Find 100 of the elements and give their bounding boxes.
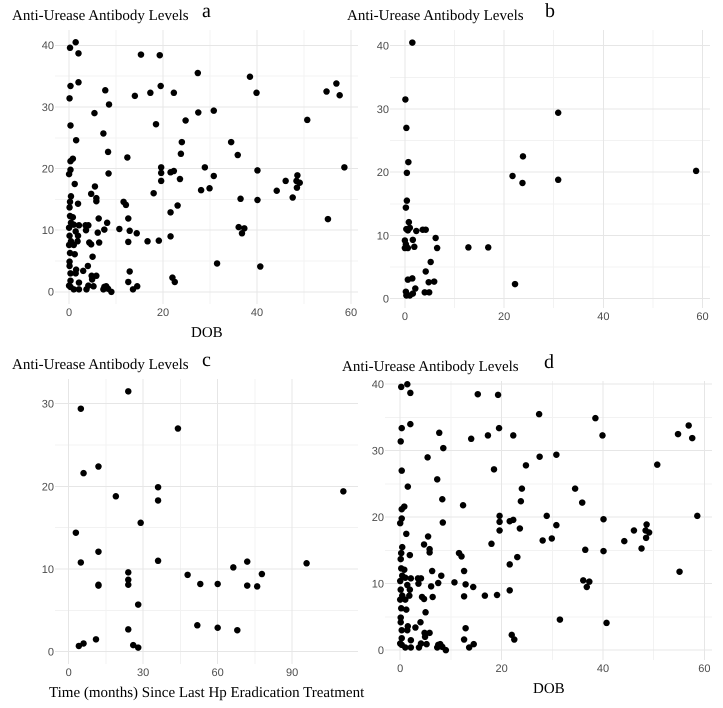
x-tick-label: 60 [212, 667, 224, 680]
point [154, 497, 162, 504]
y-tick-label: 0 [48, 646, 54, 659]
point [432, 234, 439, 242]
point [554, 110, 562, 116]
point [410, 236, 416, 244]
y-tick-label: 20 [372, 512, 384, 524]
point [258, 570, 266, 578]
point [214, 624, 221, 631]
chart-title: b [545, 0, 555, 22]
point [112, 493, 120, 500]
point [194, 622, 201, 629]
y-tick-label: 30 [376, 104, 389, 116]
x-tick-label: 20 [498, 311, 510, 324]
y-tick-label: 40 [42, 40, 54, 52]
y-tick-label: 0 [48, 286, 54, 299]
point [512, 280, 518, 288]
point [406, 218, 412, 226]
point [465, 244, 472, 251]
y-tick-label: 10 [372, 578, 384, 591]
point [76, 642, 82, 650]
point [95, 463, 102, 470]
point [72, 529, 80, 536]
point [520, 153, 526, 160]
point [405, 158, 412, 166]
point [409, 275, 416, 282]
x-tick-label: 30 [137, 667, 150, 680]
y-tick-label: 40 [372, 379, 384, 392]
y-tick-label: 20 [376, 167, 389, 180]
x-tick-label: 0 [66, 307, 72, 320]
y-axis-title: Anti-Urease Antibody Levels [347, 8, 524, 24]
y-axis-title: Anti-Urease Antibody Levels [342, 359, 519, 375]
point [303, 560, 310, 567]
x-tick-label: 60 [698, 663, 711, 676]
y-tick-label: 40 [376, 40, 389, 53]
y-tick-label: 30 [42, 102, 54, 114]
y-axis-title: Anti-Urease Antibody Levels [12, 8, 189, 24]
point [430, 278, 438, 285]
point [519, 180, 526, 186]
chart-title: c [202, 349, 211, 371]
point [125, 626, 132, 633]
point [130, 642, 136, 648]
point [80, 470, 87, 476]
x-tick-label: 60 [344, 307, 358, 320]
x-tick-label: 0 [66, 667, 72, 680]
point [404, 170, 410, 176]
chart-title: a [202, 0, 211, 22]
y-tick-label: 0 [378, 645, 384, 658]
point [340, 488, 347, 495]
y-tick-label: 10 [376, 230, 389, 242]
point [78, 405, 84, 412]
y-tick-label: 10 [42, 564, 54, 576]
x-tick-label: 40 [596, 663, 610, 676]
point [554, 176, 562, 184]
y-tick-label: 30 [42, 398, 54, 411]
x-axis-title: DOB [191, 325, 223, 341]
point [174, 425, 182, 432]
point [244, 558, 250, 565]
x-tick-label: 60 [696, 311, 709, 324]
x-tick-label: 40 [250, 307, 264, 320]
x-tick-label: 90 [286, 667, 298, 680]
point [413, 228, 420, 234]
x-axis-title: Time (months) Since Last Hp Eradication Treatment [49, 685, 366, 701]
point [692, 168, 700, 174]
point [125, 569, 132, 576]
point [402, 204, 410, 211]
point [425, 278, 432, 286]
x-tick-label: 0 [402, 311, 408, 324]
x-tick-label: 20 [495, 663, 508, 676]
point [402, 96, 409, 103]
point [125, 388, 132, 395]
point [197, 580, 204, 588]
point [434, 244, 440, 252]
point [411, 244, 418, 250]
y-tick-label: 0 [382, 294, 389, 306]
x-axis-title: DOB [533, 681, 565, 697]
point [125, 582, 132, 588]
point [214, 580, 221, 588]
point [230, 564, 237, 571]
point [484, 244, 492, 251]
y-tick-label: 30 [372, 446, 384, 458]
y-tick-label: 20 [42, 163, 54, 176]
point [254, 583, 260, 590]
point [404, 197, 410, 204]
point [422, 268, 429, 275]
point [137, 520, 144, 526]
point [412, 285, 419, 292]
point [509, 172, 516, 180]
point [92, 636, 100, 643]
point [154, 484, 162, 490]
point [427, 258, 434, 266]
x-tick-label: 20 [156, 307, 170, 320]
y-axis-title: Anti-Urease Antibody Levels [12, 357, 189, 373]
x-tick-label: 0 [397, 663, 404, 676]
point [95, 548, 102, 555]
point [80, 640, 87, 647]
point [134, 644, 142, 651]
y-tick-label: 10 [42, 225, 54, 238]
x-tick-label: 40 [597, 311, 610, 324]
point [244, 582, 250, 589]
